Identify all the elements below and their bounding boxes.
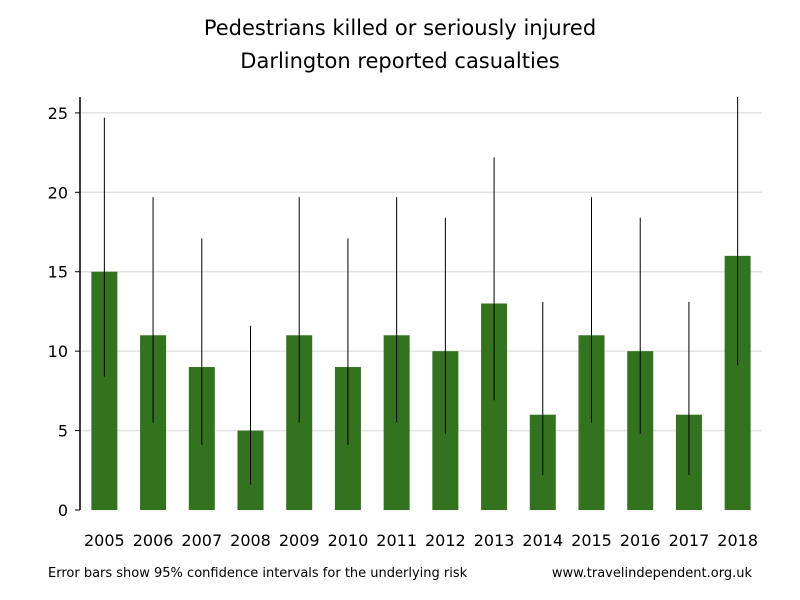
x-tick-label: 2012: [425, 531, 466, 550]
x-tick-label: 2010: [328, 531, 369, 550]
x-tick-label: 2006: [133, 531, 174, 550]
x-tick-label: 2007: [181, 531, 222, 550]
x-tick-label: 2009: [279, 531, 320, 550]
y-tick-label: 15: [48, 263, 68, 282]
y-tick-label: 25: [48, 104, 68, 123]
x-tick-label: 2016: [620, 531, 661, 550]
x-tick-label: 2017: [669, 531, 710, 550]
error-bar-note: Error bars show 95% confidence intervals…: [48, 566, 468, 581]
x-tick-label: 2013: [474, 531, 515, 550]
y-tick-label: 5: [58, 422, 68, 441]
y-tick-label: 10: [48, 342, 68, 361]
y-axis-ticks: 0 5 10 15 20 25: [48, 104, 80, 520]
x-axis-ticks: 2005 2006 2007 2008 2009 2010 2011 2012 2013 2014…: [84, 531, 758, 550]
y-tick-label: 20: [48, 183, 68, 202]
chart-title: Pedestrians killed or seriously injured: [203, 16, 597, 40]
x-tick-label: 2014: [522, 531, 563, 550]
grid-lines: [80, 112, 762, 432]
chart-subtitle: Darlington reported casualties: [240, 49, 560, 73]
bars: [91, 255, 751, 510]
x-tick-label: 2005: [84, 531, 125, 550]
y-tick-label: 0: [58, 501, 68, 520]
error-bars: [103, 97, 739, 485]
x-tick-label: 2018: [717, 531, 758, 550]
x-tick-label: 2015: [571, 531, 612, 550]
x-tick-label: 2008: [230, 531, 271, 550]
x-tick-label: 2011: [376, 531, 417, 550]
source-url: www.travelindependent.org.uk: [551, 566, 752, 581]
